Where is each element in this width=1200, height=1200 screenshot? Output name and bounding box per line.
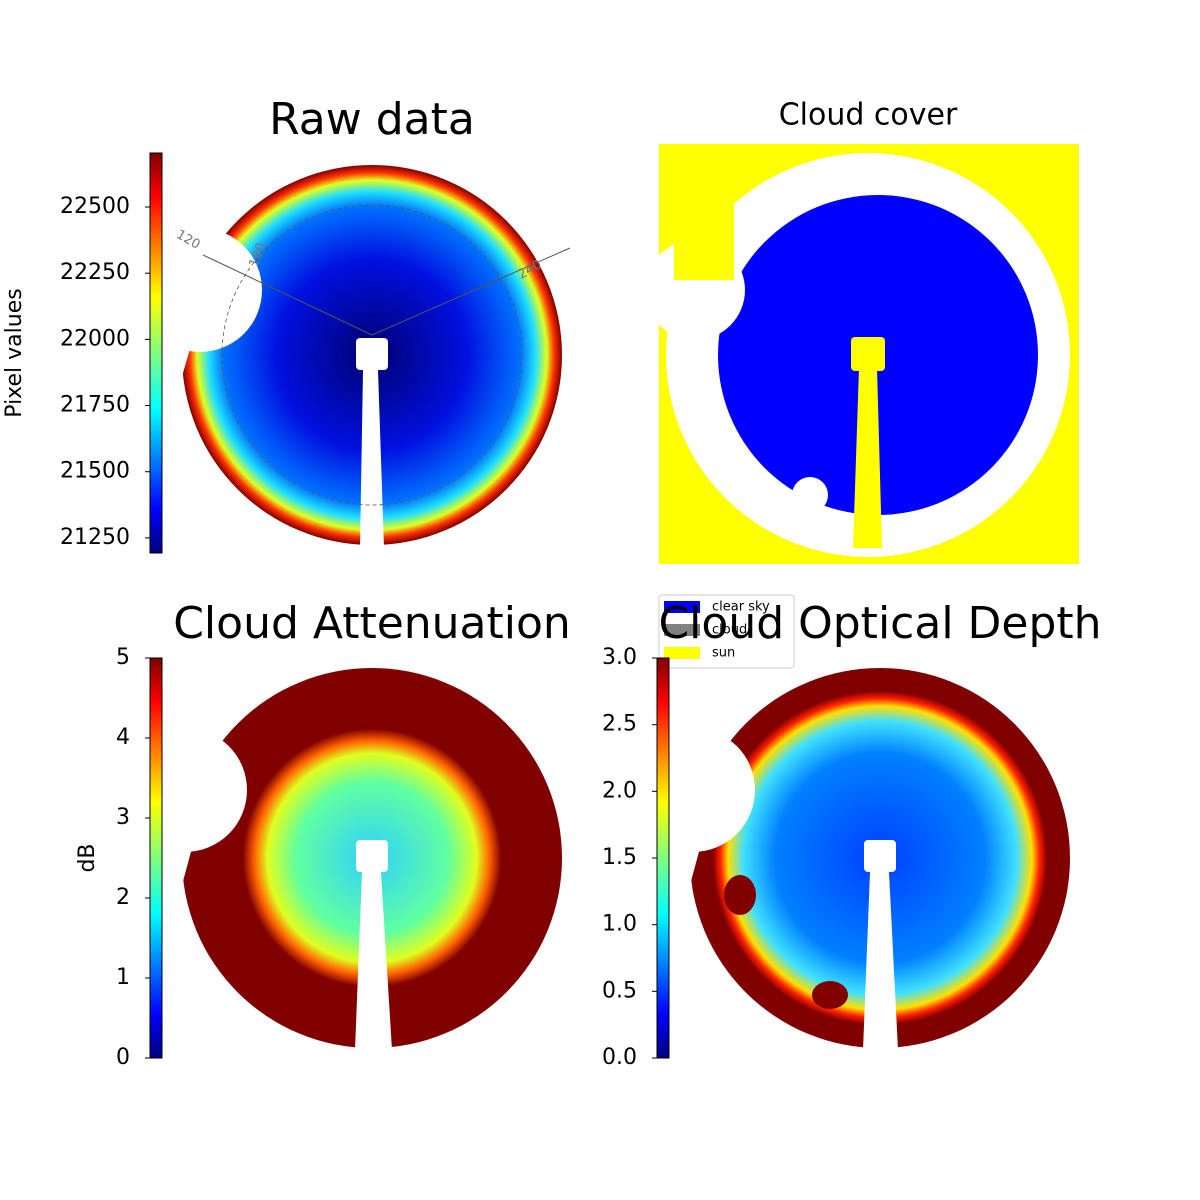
- colorbar-label: Pixel values: [2, 288, 27, 417]
- colorbar-tick-label: 21250: [60, 525, 130, 550]
- cloud-cover-image: [645, 144, 1079, 564]
- colorbar-tick-label: 3: [116, 805, 130, 830]
- optical-depth-image: [631, 668, 1070, 1050]
- colorbar-tick-label: 5: [116, 645, 130, 670]
- panel-title: Cloud Attenuation: [173, 598, 571, 649]
- legend-swatch: [664, 647, 700, 659]
- colorbar-tick-label: 0.5: [602, 978, 637, 1003]
- colorbar: [149, 152, 163, 554]
- panel-title: Cloud cover: [779, 98, 958, 133]
- legend-swatch: [664, 624, 700, 636]
- colorbar-tick-label: 1: [116, 965, 130, 990]
- colorbar-tick-label: 4: [116, 725, 130, 750]
- colorbar-tick-label: 2.0: [602, 778, 637, 803]
- raw-image: [138, 165, 571, 548]
- colorbar-tick-label: 21500: [60, 459, 130, 484]
- attenuation-image: [123, 668, 562, 1050]
- panel-title: Raw data: [269, 94, 475, 145]
- legend-label: clear sky: [712, 600, 770, 615]
- colorbar-tick-label: 22500: [60, 194, 130, 219]
- legend-label: sun: [712, 646, 735, 661]
- legend-label: cloud: [712, 623, 747, 638]
- panel-title: Cloud Optical Depth: [658, 598, 1101, 649]
- colorbar-tick-label: 2: [116, 885, 130, 910]
- colorbar: [149, 657, 163, 1059]
- colorbar-tick-label: 0: [116, 1045, 130, 1070]
- colorbar-tick-label: 3.0: [602, 645, 637, 670]
- colorbar-tick-label: 21750: [60, 393, 130, 418]
- colorbar-label: dB: [75, 843, 100, 872]
- colorbar-tick-label: 22000: [60, 326, 130, 351]
- colorbar-tick-label: 0.0: [602, 1045, 637, 1070]
- legend-swatch: [664, 601, 700, 613]
- colorbar: [656, 657, 670, 1059]
- colorbar-tick-label: 2.5: [602, 712, 637, 737]
- colorbar-tick-label: 1.0: [602, 912, 637, 937]
- colorbar-tick-label: 22250: [60, 260, 130, 285]
- colorbar-tick-label: 1.5: [602, 845, 637, 870]
